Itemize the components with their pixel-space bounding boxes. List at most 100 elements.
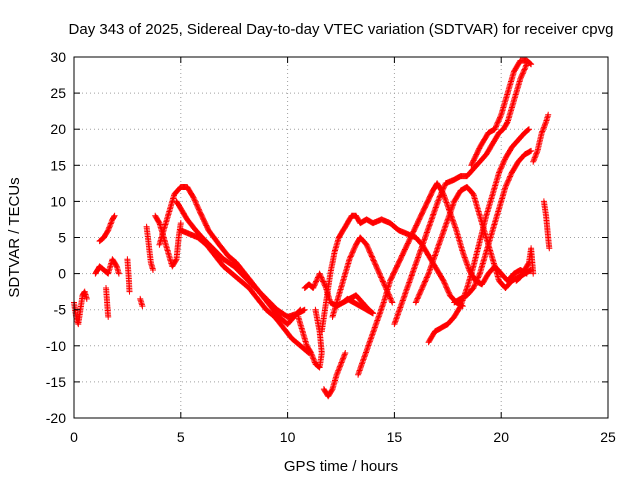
data-point-marker [422,278,429,285]
data-point-marker [530,270,537,277]
data-point-marker [338,359,345,366]
data-point-marker [371,258,378,265]
data-point-marker [374,265,381,272]
data-point-marker [474,275,481,282]
data-point-marker [425,271,431,278]
data-point-marker [320,278,327,285]
data-point-marker [418,287,424,294]
data-point-marker [525,126,532,133]
data-point-marker [346,256,353,263]
data-point-marker [313,277,320,284]
data-point-marker [347,253,354,260]
data-point-marker [310,283,317,290]
data-point-marker [370,257,377,264]
data-point-marker [320,279,327,286]
data-point-marker [440,184,447,191]
data-point-marker [471,282,478,289]
data-point-marker [414,295,421,302]
data-point-marker [368,252,375,259]
data-point-marker [308,351,315,358]
x-tick-label: 0 [70,429,78,445]
data-point-marker [177,220,184,227]
data-point-marker [315,363,322,370]
data-point-marker [368,253,375,260]
data-point-marker [475,274,482,281]
data-point-marker [351,244,358,251]
data-point-marker [500,160,507,167]
data-point-marker [546,245,553,252]
data-point-marker [507,172,514,179]
data-point-marker [423,274,430,281]
data-point-marker [500,159,507,165]
data-point-marker [526,126,532,133]
data-series-sdtvar [71,57,553,400]
data-point-marker [497,166,504,173]
y-tick-label: 15 [50,157,66,173]
data-point-marker [437,192,444,199]
data-point-marker [526,60,533,66]
data-point-marker [413,298,420,305]
y-tick-label: 10 [50,193,66,209]
data-point-marker [195,205,202,212]
data-point-marker [520,67,527,74]
data-point-marker [342,350,349,356]
data-point-marker [388,298,395,305]
data-point-marker [530,158,537,165]
x-tick-label: 10 [280,429,296,445]
data-point-marker [172,257,179,264]
data-point-marker [528,147,535,154]
data-point-marker [312,306,319,313]
data-point-marker [518,73,525,79]
data-point-marker [497,165,504,172]
data-point-marker [416,290,423,297]
data-point-marker [191,197,198,204]
data-point-marker [445,289,452,296]
data-point-marker [421,279,428,286]
data-point-marker [333,371,340,378]
data-point-marker [388,296,395,303]
data-point-marker [504,178,511,185]
data-point-marker [376,270,383,277]
data-point-marker [378,274,385,281]
data-point-marker [518,74,524,81]
data-point-marker [472,281,479,288]
data-point-marker [498,164,505,171]
data-point-marker [528,61,535,68]
y-tick-label: 25 [50,85,66,101]
data-point-marker [126,288,133,295]
axis-ticks: 0 5 10 15 20 25 -20 -15 -10 -5 0 5 10 15 20 25 30 [46,49,616,445]
data-point-marker [505,177,512,184]
data-point-marker [370,310,376,317]
y-tick-label: -10 [46,338,66,354]
data-point-marker [540,124,547,131]
data-point-marker [502,184,509,190]
data-point-marker [111,212,118,219]
data-point-marker [445,288,452,295]
y-tick-label: 5 [58,230,66,246]
data-point-marker [492,124,499,131]
chart-title: Day 343 of 2025, Sidereal Day-to-day VTE… [69,21,614,38]
data-point-marker [301,306,308,313]
data-point-marker [341,351,348,358]
data-point-marker [370,256,376,263]
data-point-marker [367,249,374,256]
data-point-marker [520,69,527,76]
data-point-marker [473,278,480,285]
data-point-marker [111,213,117,220]
data-point-marker [318,274,325,281]
data-point-marker [499,163,505,169]
data-point-marker [350,247,357,253]
data-point-marker [377,271,383,278]
data-point-marker [417,289,424,295]
data-point-marker [321,282,328,289]
data-point-marker [313,278,320,285]
data-point-marker [440,277,447,284]
data-point-marker [106,224,113,231]
data-point-marker [311,282,318,289]
data-point-marker [413,296,420,303]
data-point-marker [495,117,502,123]
data-point-marker [424,273,431,280]
data-point-marker [387,295,394,302]
data-point-marker [364,244,371,251]
